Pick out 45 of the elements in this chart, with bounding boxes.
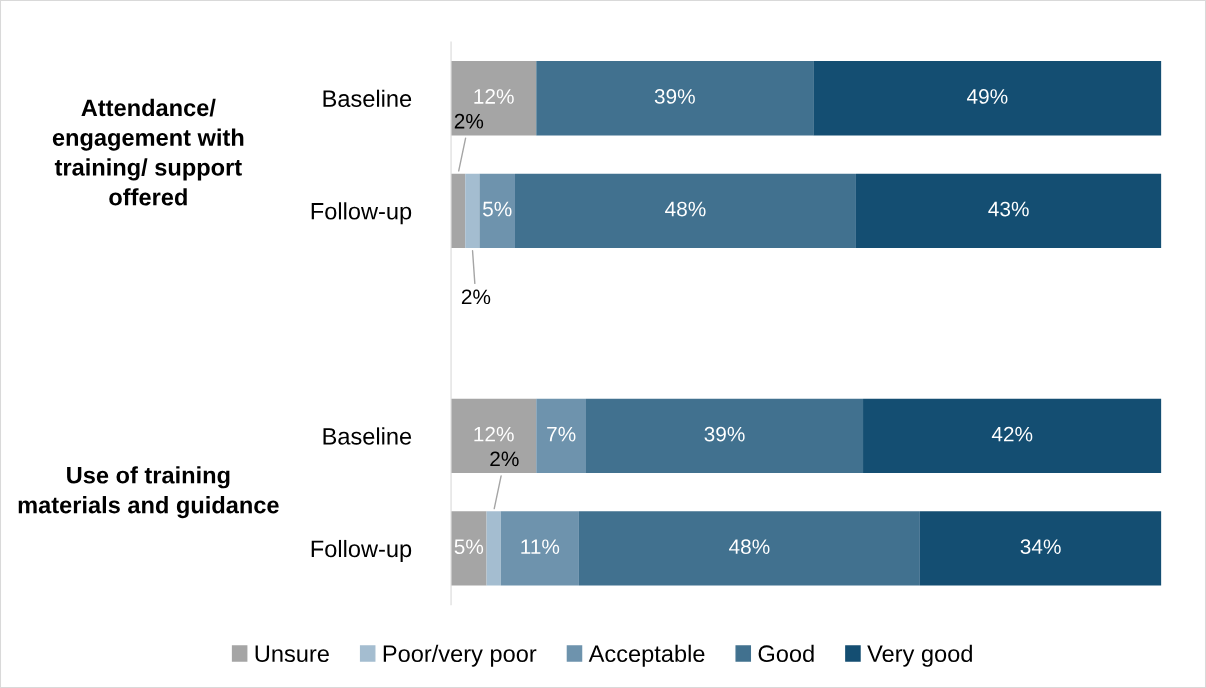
bar: [863, 398, 1162, 474]
bar: [451, 398, 537, 474]
data-label: 5%: [482, 201, 512, 217]
data-label: 12%: [474, 89, 514, 104]
data-label: 12%: [474, 426, 514, 442]
data-label: 5%: [454, 539, 484, 555]
data-label: 7%: [547, 426, 576, 442]
bar: [500, 511, 579, 586]
bar: [486, 511, 501, 586]
legend-label: Acceptable: [588, 644, 705, 667]
data-label: 2%: [490, 451, 519, 467]
bar: [813, 61, 1162, 136]
data-label: 39%: [704, 426, 745, 442]
bar: [578, 511, 920, 586]
text: Attendance/ engagement with training/ support offered: [52, 98, 244, 206]
data-label: 34%: [1020, 539, 1061, 555]
bar: [586, 398, 864, 474]
legend-label: Very good: [867, 644, 972, 667]
legend-label: Poor/very poor: [383, 644, 537, 667]
bar: [536, 398, 587, 474]
data-label: 2%: [461, 289, 491, 305]
bar: [514, 173, 856, 248]
bar: [855, 173, 1162, 248]
bar: [919, 511, 1162, 586]
bar: [465, 173, 480, 248]
data-label: 48%: [729, 539, 770, 555]
bar: [451, 61, 537, 136]
y-tick-label: Baseline: [323, 89, 412, 108]
data-label: 39%: [654, 89, 695, 104]
bar: [479, 173, 515, 248]
y-tick-label: Follow-up: [311, 202, 412, 225]
legend-label: Unsure: [255, 645, 329, 663]
legend-label: Good: [758, 644, 814, 663]
bar: [451, 511, 487, 586]
bar: [536, 61, 814, 136]
data-label: 48%: [665, 201, 706, 217]
data-label: 11%: [521, 539, 560, 554]
data-label: 43%: [988, 201, 1029, 217]
text: Use of training materials and guidance: [18, 466, 279, 519]
y-tick-label: Follow-up: [311, 539, 412, 562]
data-label: 42%: [991, 426, 1033, 442]
y-tick-label: Baseline: [323, 427, 412, 445]
data-label: 49%: [966, 89, 1008, 104]
data-label: 2%: [454, 113, 484, 129]
bar: [451, 173, 466, 248]
